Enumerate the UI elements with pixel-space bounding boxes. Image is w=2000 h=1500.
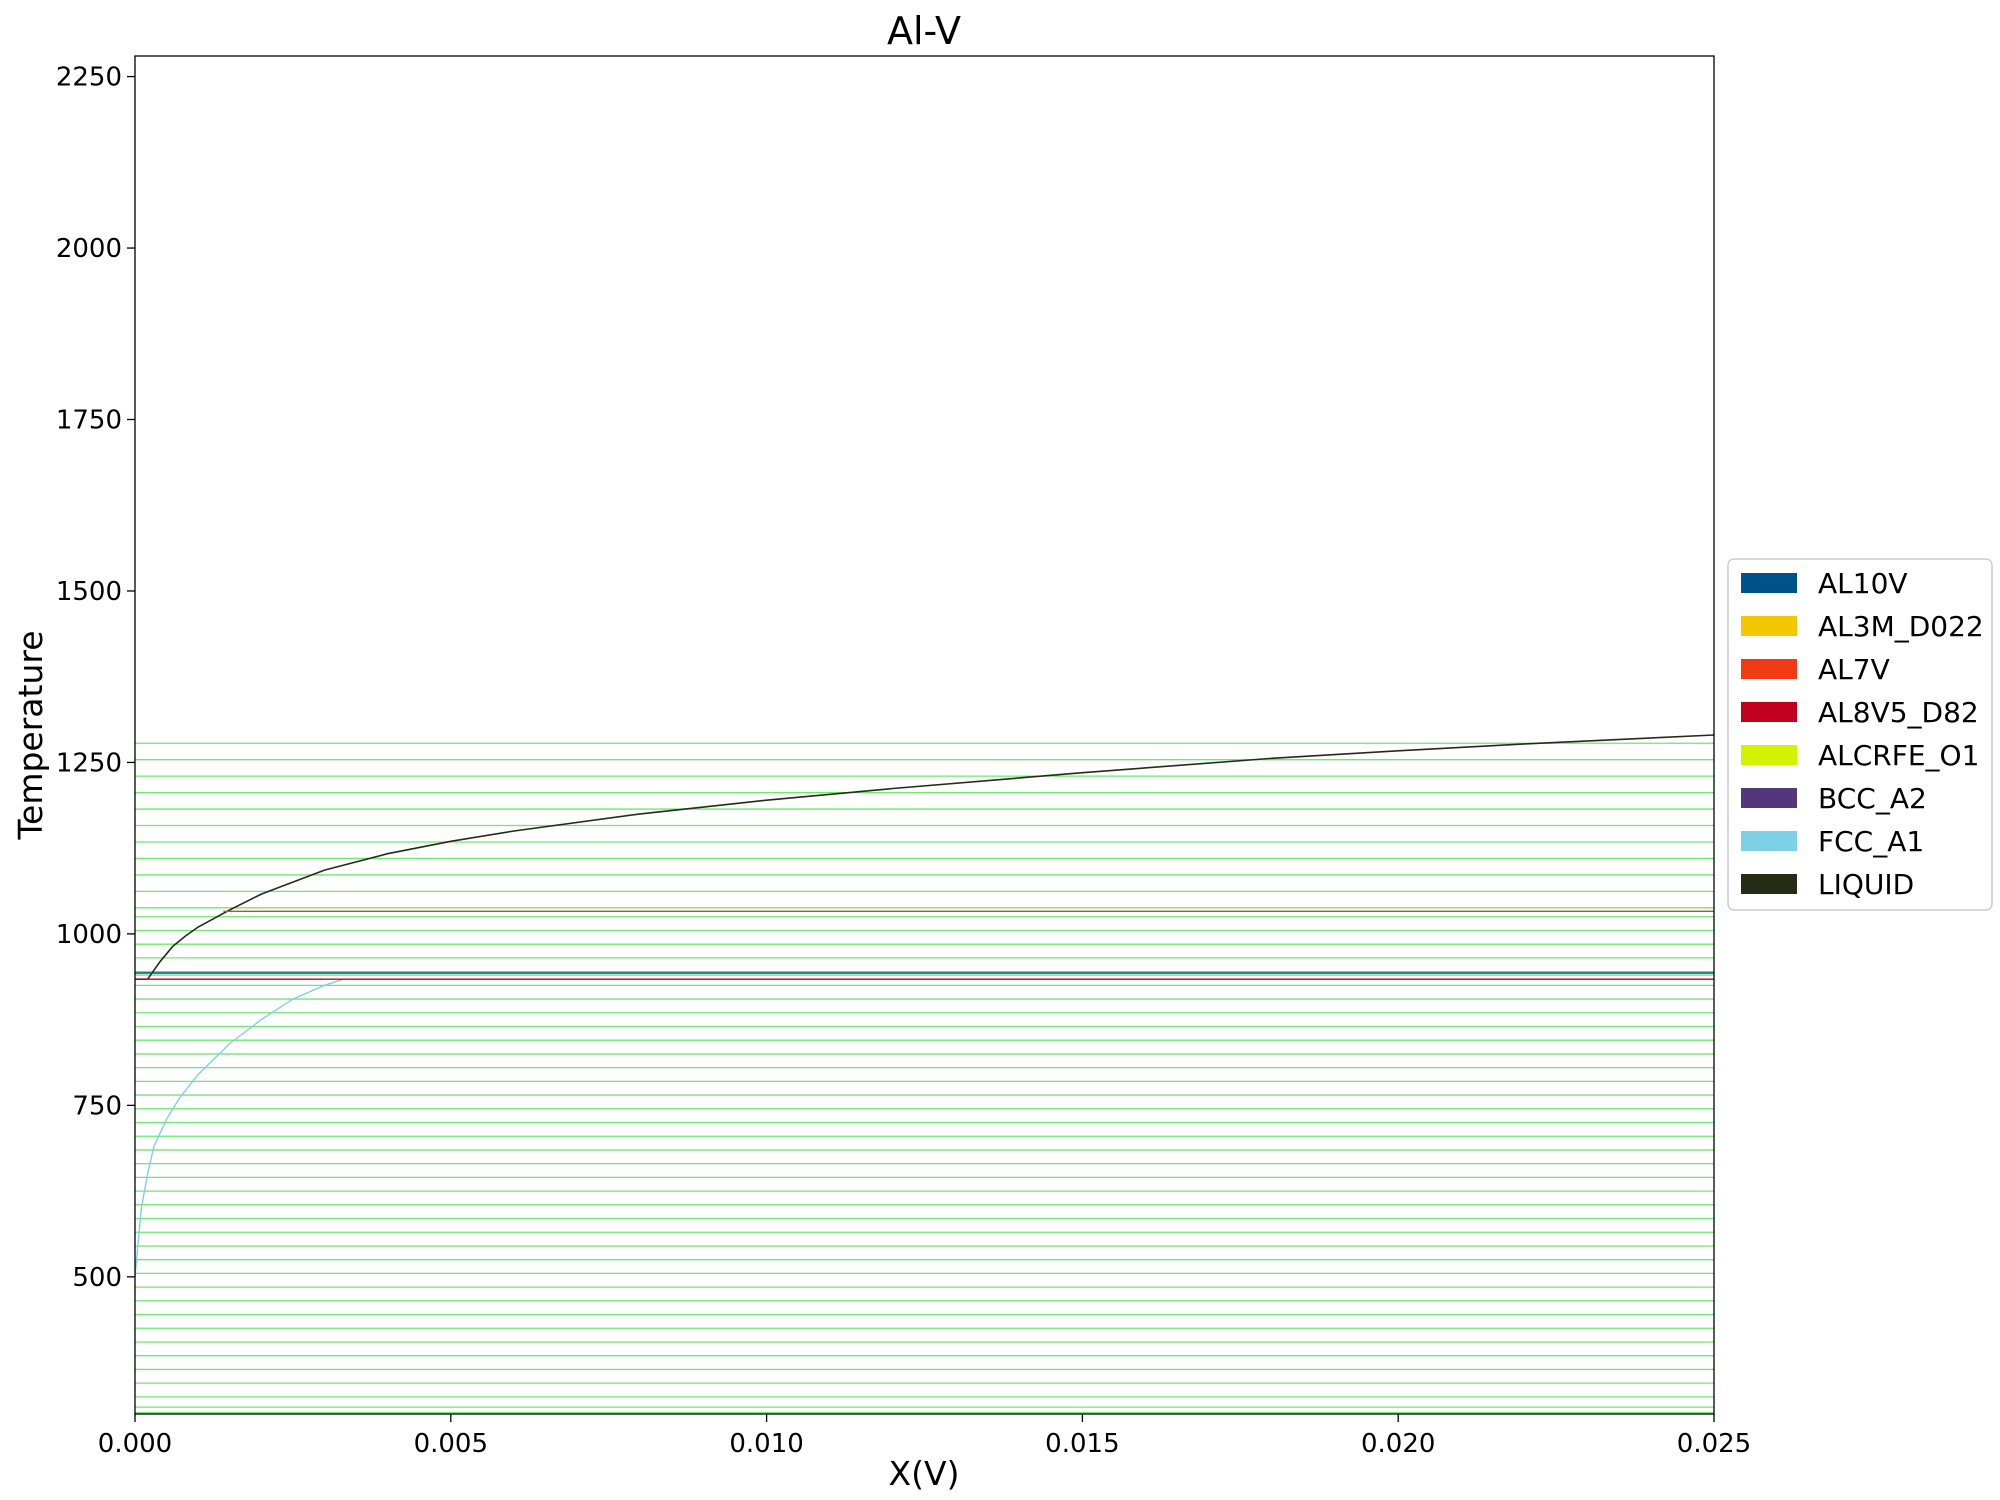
legend: AL10V AL3M_D022 AL7V AL8V5_D82 ALCRFE_O1 BCC_… — [1727, 558, 1993, 911]
x-axis-label: X(V) — [889, 1454, 960, 1493]
y-tick-label: 1250 — [56, 748, 122, 778]
y-tick-label: 1500 — [56, 577, 122, 607]
legend-label: FCC_A1 — [1818, 825, 1924, 858]
x-tick-label: 0.010 — [729, 1429, 803, 1459]
legend-label: ALCRFE_O1 — [1818, 739, 1979, 772]
legend-swatch — [1741, 659, 1797, 679]
x-tick-label: 0.020 — [1361, 1429, 1435, 1459]
x-tick-label: 0.005 — [414, 1429, 488, 1459]
legend-swatch — [1741, 874, 1797, 894]
y-axis-label: Temperature — [11, 630, 50, 840]
y-tick-label: 750 — [72, 1091, 122, 1121]
plot-area — [134, 734, 1715, 1414]
legend-swatch — [1741, 573, 1797, 593]
series-line-fcc_a1 — [134, 978, 344, 1277]
y-tick-label: 2250 — [56, 63, 122, 93]
legend-swatch — [1741, 831, 1797, 851]
y-tick-label: 1750 — [56, 406, 122, 436]
legend-swatch — [1741, 745, 1797, 765]
legend-label: LIQUID — [1818, 868, 1914, 901]
legend-frame — [1727, 558, 1993, 911]
chart-title: Al-V — [887, 9, 961, 53]
legend-label: AL10V — [1818, 567, 1908, 600]
x-axis: 0.000 0.005 0.010 0.015 0.020 0.025 — [98, 1414, 1751, 1459]
y-tick-label: 1000 — [56, 920, 122, 950]
legend-swatch — [1741, 616, 1797, 636]
legend-label: AL8V5_D82 — [1818, 696, 1979, 729]
y-tick-label: 2000 — [56, 234, 122, 264]
legend-swatch — [1741, 788, 1797, 808]
plot-frame — [134, 55, 1715, 1415]
legend-swatch — [1741, 702, 1797, 722]
legend-label: AL7V — [1818, 653, 1890, 686]
x-tick-label: 0.015 — [1045, 1429, 1119, 1459]
x-tick-label: 0.000 — [98, 1429, 172, 1459]
y-axis: 500 750 1000 1250 1500 1750 2000 2250 — [56, 63, 135, 1293]
legend-label: BCC_A2 — [1818, 782, 1927, 815]
series-line-liquid — [135, 734, 1715, 981]
x-tick-label: 0.025 — [1677, 1429, 1751, 1459]
legend-label: AL3M_D022 — [1818, 610, 1984, 643]
y-tick-label: 500 — [72, 1263, 122, 1293]
